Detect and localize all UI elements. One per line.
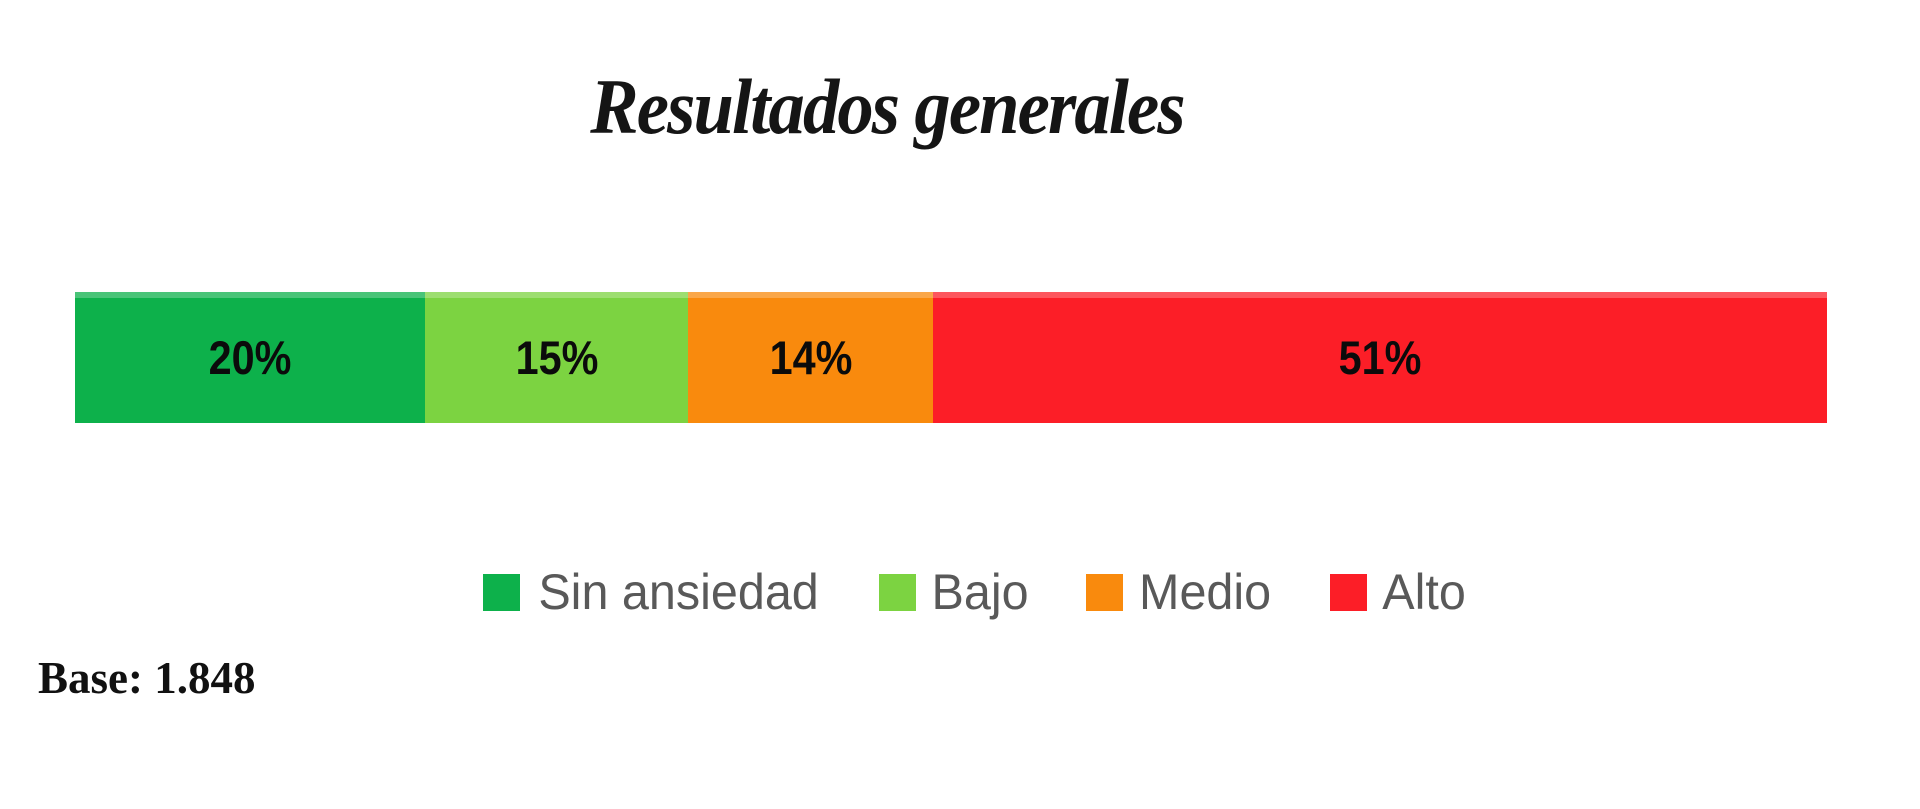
legend-swatch-icon: [1329, 573, 1367, 611]
legend-label: Bajo: [931, 564, 1029, 620]
legend-label: Alto: [1381, 564, 1466, 620]
chart-legend: Sin ansiedad Bajo Medio Alto: [30, 563, 1920, 621]
bar-segment-alto: 51%: [933, 292, 1827, 423]
legend-item-alto: Alto: [1329, 563, 1467, 621]
legend-label: Sin ansiedad: [538, 564, 820, 620]
bar-segment-label: 14%: [769, 331, 853, 384]
legend-swatch-icon: [879, 573, 917, 611]
bar-segment-label: 15%: [515, 331, 599, 384]
legend-item-bajo: Bajo: [879, 563, 1030, 621]
legend-label: Medio: [1139, 564, 1272, 620]
bar-segment-sin-ansiedad: 20%: [75, 292, 426, 423]
legend-item-sin-ansiedad: Sin ansiedad: [483, 563, 823, 621]
legend-item-medio: Medio: [1086, 563, 1273, 621]
legend-swatch-icon: [483, 573, 521, 611]
bar-segment-medio: 14%: [688, 292, 934, 423]
chart-title: Resultados generales: [590, 63, 1185, 150]
bar-segment-label: 20%: [208, 331, 292, 384]
legend-swatch-icon: [1086, 573, 1124, 611]
bar-segment-bajo: 15%: [425, 292, 689, 423]
base-note: Base: 1.848: [38, 653, 256, 703]
bar-segment-label: 51%: [1338, 331, 1422, 384]
stacked-bar: 20% 15% 14% 51%: [75, 292, 1827, 423]
